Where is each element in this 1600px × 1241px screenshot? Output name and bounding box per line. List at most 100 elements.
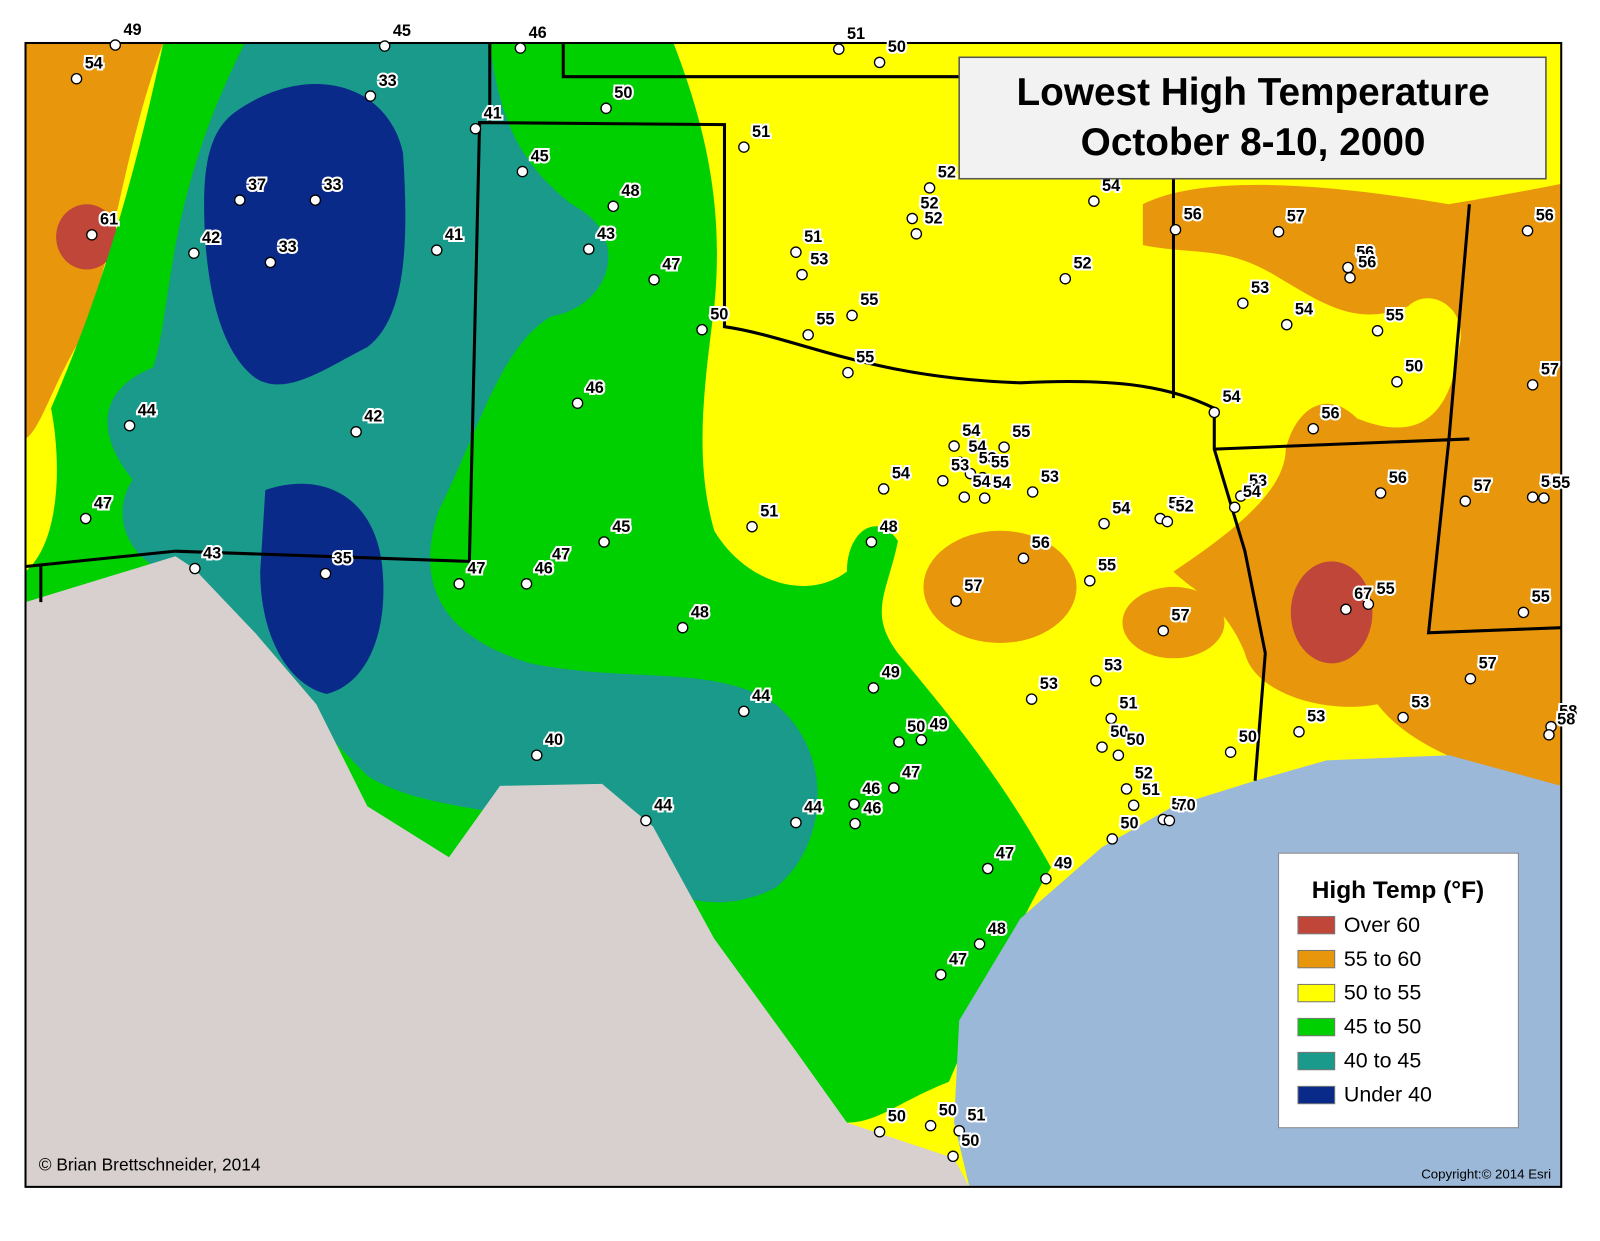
station-value: 50	[1239, 728, 1257, 746]
station-value: 47	[552, 545, 570, 563]
station-value: 50	[710, 306, 728, 324]
legend-swatch	[1297, 1051, 1336, 1071]
station-value: 57	[1287, 208, 1305, 226]
station-marker	[520, 578, 533, 590]
station-value: 44	[752, 687, 770, 705]
station-value: 67	[1354, 585, 1372, 603]
station-marker	[1397, 711, 1409, 724]
station-value: 56	[1184, 206, 1202, 224]
station-value: 56	[1321, 405, 1339, 423]
zone-under-40	[260, 483, 384, 695]
station-value: 70	[1178, 796, 1196, 814]
station-marker	[1538, 492, 1550, 504]
station-marker	[976, 471, 989, 484]
station-marker	[1105, 712, 1117, 725]
station-value: 56	[1389, 469, 1407, 487]
subtitle: October 8-10, 2000	[1081, 121, 1426, 164]
station-value: 53	[1040, 675, 1058, 693]
station-marker	[514, 42, 527, 54]
station-marker	[1344, 271, 1356, 284]
station-marker	[947, 1150, 959, 1163]
station-value: 49	[1054, 855, 1072, 873]
zone-55-60	[923, 530, 1077, 643]
station-marker	[453, 578, 465, 590]
legend-label: 50 to 55	[1344, 981, 1421, 1005]
station-marker	[264, 256, 277, 269]
station-marker	[188, 247, 200, 259]
station-marker	[981, 862, 994, 875]
station-value: 52	[924, 210, 942, 228]
station-marker	[1112, 749, 1125, 762]
station-marker	[1340, 603, 1352, 616]
station-value: 41	[445, 226, 463, 244]
station-marker	[910, 228, 923, 240]
station-marker	[1391, 376, 1403, 388]
station-value: 53	[1168, 494, 1186, 512]
station-marker	[600, 102, 612, 115]
station-marker	[893, 736, 905, 748]
station-marker	[873, 1126, 886, 1138]
station-value: 50	[888, 38, 906, 56]
station-value: 35	[334, 549, 352, 567]
station-marker	[935, 968, 947, 981]
station-value: 33	[279, 238, 297, 256]
station-marker	[1224, 746, 1237, 758]
station-marker	[1127, 799, 1140, 812]
station-marker	[109, 39, 122, 51]
station-marker	[833, 43, 845, 55]
station-marker	[1161, 515, 1174, 528]
station-marker	[867, 682, 880, 694]
station-value: 49	[930, 716, 948, 734]
station-marker	[469, 122, 482, 135]
station-marker	[430, 244, 443, 256]
station-value: 56	[1536, 207, 1554, 225]
station-marker	[958, 491, 971, 503]
station-value: 55	[1532, 588, 1550, 606]
zone-under-40	[204, 84, 406, 385]
station-marker	[978, 492, 991, 504]
station-value: 48	[691, 603, 709, 621]
station-value: 54	[1541, 473, 1559, 491]
station-marker	[70, 72, 83, 85]
station-value: 47	[662, 256, 680, 274]
station-value: 53	[1307, 708, 1325, 726]
station-marker	[583, 243, 595, 255]
station-marker	[350, 426, 362, 438]
station-value: 54	[1222, 388, 1240, 406]
station-value: 56	[1356, 243, 1374, 261]
station-marker	[1157, 624, 1170, 637]
station-marker	[1543, 729, 1555, 741]
station-value: 52	[1135, 765, 1153, 783]
station-marker	[1059, 272, 1072, 285]
station-value: 55	[816, 311, 834, 329]
station-value: 50	[939, 1101, 957, 1119]
station-marker	[923, 182, 936, 194]
station-value: 48	[621, 182, 639, 200]
station-value: 54	[993, 474, 1011, 492]
station-value: 50	[1110, 723, 1128, 741]
station-marker	[1237, 297, 1249, 309]
station-value: 58	[1557, 711, 1575, 729]
station-value: 44	[654, 796, 672, 814]
station-marker	[915, 734, 928, 746]
station-value: 51	[1142, 781, 1160, 799]
station-value: 53	[1249, 472, 1267, 490]
legend-items: Over 60 55 to 60 50 to 55 45 to 50 40 to 45 U…	[1297, 913, 1432, 1107]
station-value: 44	[804, 798, 822, 816]
station-marker	[1526, 379, 1539, 391]
station-value: 53	[1171, 795, 1189, 813]
legend-swatch	[1297, 1017, 1336, 1037]
station-marker	[1459, 495, 1472, 507]
station-marker	[378, 40, 391, 52]
station-value: 53	[1104, 657, 1122, 675]
station-value: 54	[1112, 499, 1130, 517]
station-marker	[846, 309, 858, 322]
station-value: 50	[888, 1108, 906, 1126]
station-marker	[1106, 833, 1119, 845]
station-marker	[516, 165, 529, 178]
station-marker	[906, 212, 919, 225]
station-value: 57	[1171, 607, 1189, 625]
station-value: 55	[1552, 474, 1570, 492]
